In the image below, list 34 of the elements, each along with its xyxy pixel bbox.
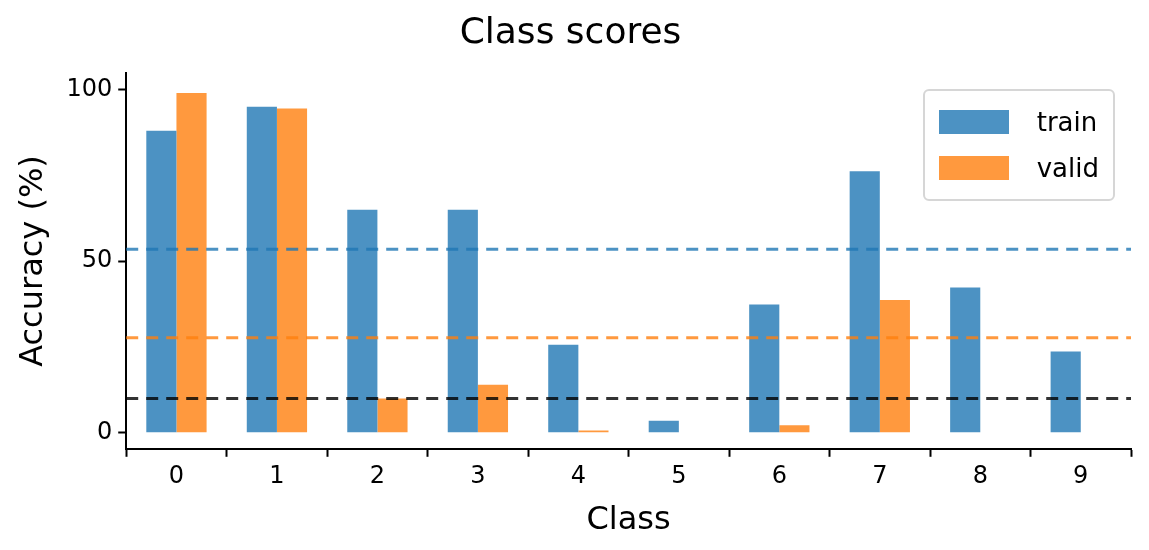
x-tick-label: 1	[269, 461, 285, 490]
bar	[849, 171, 880, 433]
bar	[879, 299, 910, 433]
bar	[1050, 351, 1081, 433]
bar	[950, 287, 981, 433]
x-tick-label: 8	[972, 461, 988, 490]
x-tick-label: 5	[671, 461, 687, 490]
bar	[377, 398, 408, 433]
bar	[648, 420, 679, 433]
x-tick-label: 2	[369, 461, 386, 490]
x-tick-label: 9	[1073, 461, 1089, 490]
x-tick-label: 4	[570, 461, 587, 490]
bar	[347, 209, 378, 433]
y-tick-label: 0	[96, 416, 113, 445]
bar	[779, 425, 810, 433]
legend-label: valid	[1036, 153, 1099, 184]
bar	[146, 130, 177, 433]
y-axis-title: Accuracy (%)	[11, 155, 50, 367]
x-axis-title: Class	[586, 499, 671, 538]
bar	[477, 384, 509, 433]
bar	[749, 304, 780, 433]
bar	[548, 344, 579, 433]
bar	[246, 106, 277, 433]
x-tick-label: 7	[872, 461, 888, 490]
bar	[176, 93, 207, 433]
y-tick-label: 100	[66, 73, 113, 102]
y-tick-label: 50	[81, 245, 113, 274]
legend-label: train	[1036, 107, 1098, 138]
x-tick-label: 3	[470, 461, 486, 490]
chart-title: Class scores	[459, 9, 682, 51]
x-tick-label: 6	[771, 461, 787, 490]
bar	[447, 209, 478, 433]
x-tick-label: 0	[168, 461, 185, 490]
bar	[276, 108, 308, 433]
